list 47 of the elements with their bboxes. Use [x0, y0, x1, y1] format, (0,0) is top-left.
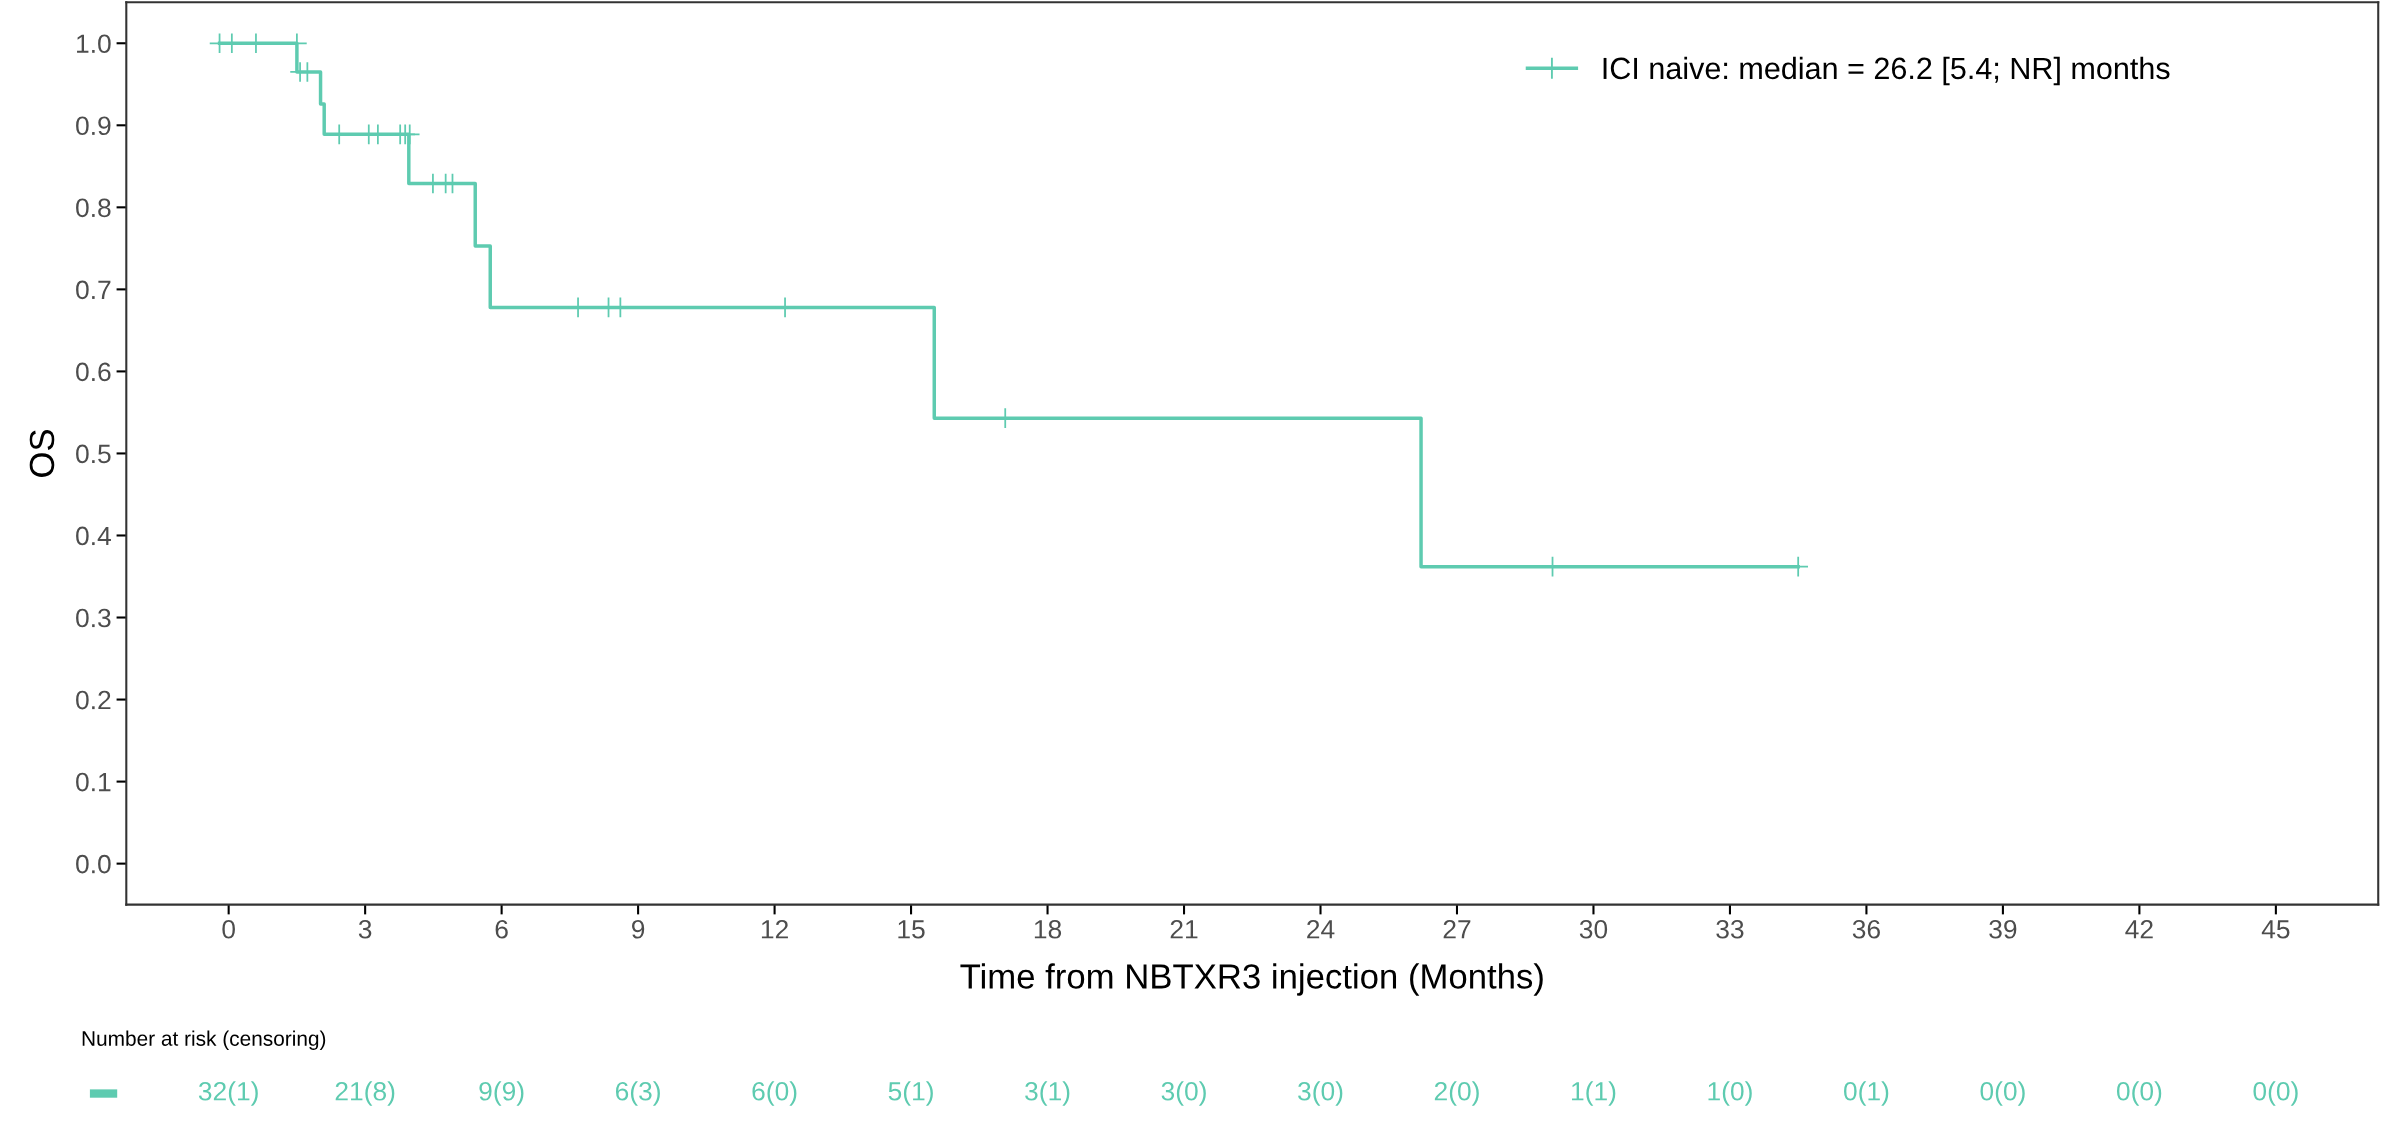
y-tick-label: 0.0 — [76, 854, 111, 874]
category-label: 5(1) — [888, 1081, 933, 1106]
x-tick-label: 6 — [495, 919, 508, 939]
category-label: 9(9) — [479, 1081, 524, 1106]
legend-label: ICI naive: median = 26.2 [5.4; NR] months — [1603, 56, 2170, 86]
category-label: 0(0) — [2253, 1081, 2298, 1106]
y-tick-label: 0.9 — [76, 116, 111, 136]
y-tick-label: 0.1 — [76, 772, 111, 792]
category-label: 0(1) — [1844, 1081, 1889, 1106]
category-label: 1(0) — [1708, 1081, 1752, 1106]
category-label: 6(3) — [615, 1081, 660, 1106]
x-tick-label: 39 — [1989, 919, 2017, 939]
y-tick-label: 0.2 — [76, 690, 111, 710]
x-tick-label: 42 — [2125, 919, 2153, 939]
x-tick-label: 30 — [1579, 919, 1608, 939]
category-label: 3(0) — [1161, 1081, 1206, 1106]
x-tick-label: 12 — [761, 919, 788, 939]
category-label: 2(0) — [1434, 1081, 1479, 1106]
category-label: 6(0) — [752, 1081, 797, 1106]
y-tick-label: 1.0 — [77, 34, 111, 54]
x-tick-label: 18 — [1034, 919, 1062, 939]
y-tick-label: 0.8 — [76, 198, 111, 218]
x-tick-label: 45 — [2261, 920, 2290, 939]
x-tick-label: 0 — [222, 919, 235, 939]
x-tick-label: 15 — [898, 920, 925, 939]
category-label: 0(0) — [1980, 1081, 2025, 1106]
x-tick-label: 9 — [632, 919, 645, 939]
y-tick-label: 0.5 — [76, 444, 111, 464]
x-axis-title: Time from NBTXR3 injection (Months) — [960, 963, 1543, 996]
category-label: 3(1) — [1025, 1081, 1070, 1106]
x-tick-label: 33 — [1716, 919, 1744, 939]
category-label: 3(0) — [1298, 1081, 1343, 1106]
category-label: 21(8) — [335, 1081, 395, 1106]
x-tick-label: 24 — [1307, 919, 1335, 939]
y-tick-label: 0.4 — [76, 526, 111, 546]
category-label: 0(0) — [2116, 1081, 2162, 1106]
x-tick-label: 36 — [1852, 919, 1880, 939]
y-axis-title: OS — [29, 429, 55, 477]
y-tick-label: 0.3 — [76, 608, 111, 628]
y-tick-label: 0.6 — [76, 362, 111, 382]
y-tick-label: 0.7 — [76, 280, 111, 300]
x-tick-label: 3 — [358, 919, 372, 939]
x-tick-label: 21 — [1170, 919, 1198, 939]
x-tick-label: 27 — [1443, 919, 1471, 939]
text: Number at risk (censoring) — [82, 1030, 326, 1050]
category-label: 32(1) — [198, 1081, 258, 1106]
category-label: 1(1) — [1572, 1081, 1616, 1106]
